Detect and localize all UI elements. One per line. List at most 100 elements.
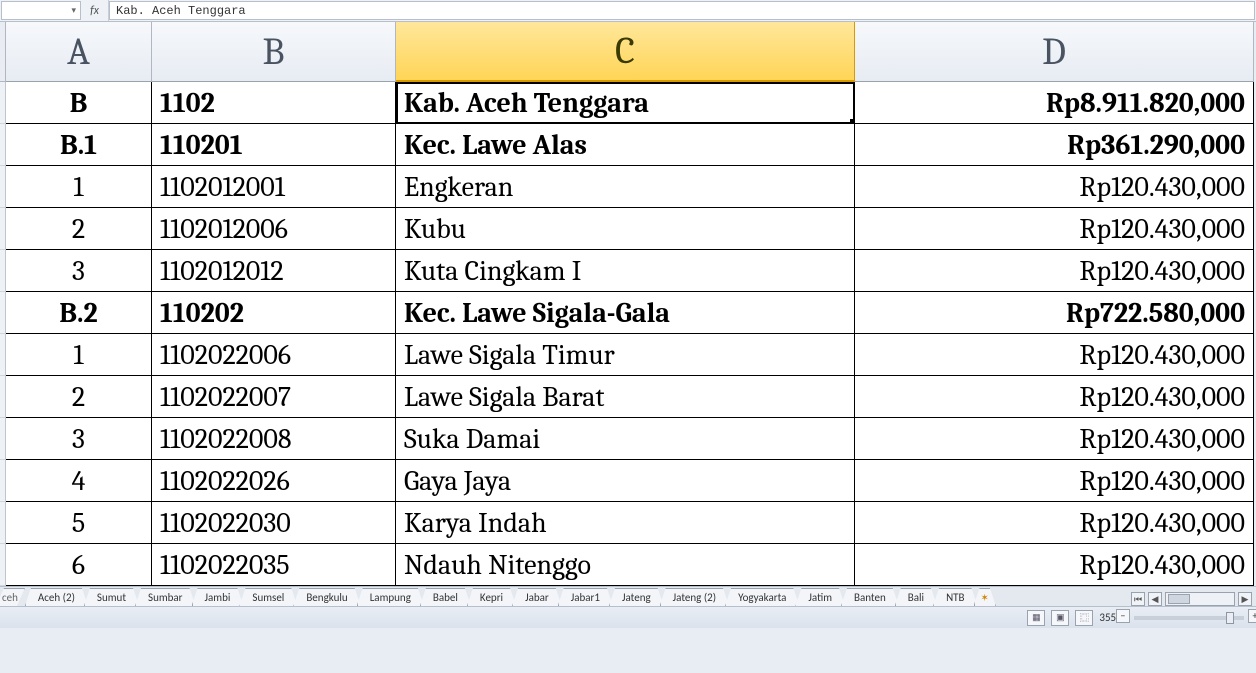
cell[interactable]: 1102012012 (152, 250, 396, 292)
sheet-tab[interactable]: Bengkulu (293, 588, 360, 606)
sheet-tab[interactable]: NTB (933, 588, 977, 606)
status-bar: ▦ ▣ ⿴ 355% − + (0, 606, 1256, 628)
cell[interactable]: Rp120.430,000 (855, 376, 1254, 418)
table-row: B.1110201Kec. Lawe AlasRp361.290,000 (0, 124, 1256, 166)
view-normal-icon[interactable]: ▦ (1027, 610, 1045, 626)
column-header-B[interactable]: B (152, 22, 396, 82)
formula-bar: ▾ fx Kab. Aceh Tenggara (0, 0, 1256, 22)
spreadsheet-grid: A B C D B1102Kab. Aceh TenggaraRp8.911.8… (0, 22, 1256, 586)
column-header-A[interactable]: A (6, 22, 152, 82)
sheet-tab[interactable]: Kepri (467, 588, 516, 606)
table-row: 41102022026Gaya JayaRp120.430,000 (0, 460, 1256, 502)
sheet-tab[interactable]: Sumut (84, 588, 139, 606)
cell[interactable]: 110202 (152, 292, 396, 334)
zoom-in-button[interactable]: + (1248, 609, 1256, 623)
cell[interactable]: Rp120.430,000 (855, 208, 1254, 250)
formula-input[interactable]: Kab. Aceh Tenggara (109, 1, 1255, 20)
sheet-tab[interactable]: Bali (895, 588, 937, 606)
sheet-tab[interactable]: Babel (420, 588, 471, 606)
sheet-tab[interactable]: Banten (841, 588, 899, 606)
sheet-tab[interactable]: Lampung (357, 588, 424, 606)
tab-scroll-next-icon[interactable]: ▶ (1238, 592, 1252, 606)
zoom-knob[interactable] (1226, 612, 1234, 624)
cell[interactable]: Engkeran (396, 166, 855, 208)
sheet-tab[interactable]: Jatim (795, 588, 845, 606)
cell[interactable]: 1102022006 (152, 334, 396, 376)
cell[interactable]: 4 (6, 460, 152, 502)
cell[interactable]: Rp120.430,000 (855, 544, 1254, 586)
cell[interactable]: Kec. Lawe Alas (396, 124, 855, 166)
cell[interactable]: Lawe Sigala Timur (396, 334, 855, 376)
scroll-thumb[interactable] (1168, 594, 1190, 604)
cell[interactable]: Gaya Jaya (396, 460, 855, 502)
cell[interactable]: 1102022026 (152, 460, 396, 502)
cell[interactable]: 1102022008 (152, 418, 396, 460)
cell[interactable]: 1102012001 (152, 166, 396, 208)
horizontal-scrollbar[interactable] (1165, 592, 1235, 606)
table-row: 11102022006Lawe Sigala TimurRp120.430,00… (0, 334, 1256, 376)
cell[interactable]: Rp120.430,000 (855, 418, 1254, 460)
zoom-slider[interactable]: − + (1134, 616, 1244, 620)
table-row: 31102022008Suka DamaiRp120.430,000 (0, 418, 1256, 460)
cell[interactable]: 1 (6, 166, 152, 208)
cell[interactable]: 1 (6, 334, 152, 376)
cell[interactable]: Rp120.430,000 (855, 502, 1254, 544)
cell[interactable]: 3 (6, 418, 152, 460)
cell[interactable]: 1102022030 (152, 502, 396, 544)
cell[interactable]: B.1 (6, 124, 152, 166)
sheet-tab[interactable]: Jateng (2) (660, 588, 729, 606)
fx-icon[interactable]: fx (81, 0, 109, 21)
new-sheet-icon: ✶ (981, 591, 989, 604)
column-header-D[interactable]: D (855, 22, 1254, 82)
tab-scroll-prev-icon[interactable]: ◀ (1148, 592, 1162, 606)
zoom-out-button[interactable]: − (1116, 609, 1130, 623)
sheet-tab[interactable]: Sumbar (135, 588, 196, 606)
cell[interactable]: Suka Damai (396, 418, 855, 460)
sheet-tab-cut[interactable]: ceh (0, 588, 25, 606)
cell[interactable]: Rp722.580,000 (855, 292, 1254, 334)
sheet-tab[interactable]: Jabar (512, 588, 562, 606)
cell[interactable]: Rp120.430,000 (855, 460, 1254, 502)
sheet-tab[interactable]: Jateng (609, 588, 664, 606)
cell[interactable]: Kuta Cingkam I (396, 250, 855, 292)
cell[interactable]: 1102 (152, 82, 396, 124)
table-row: 11102012001EngkeranRp120.430,000 (0, 166, 1256, 208)
cell[interactable]: Kec. Lawe Sigala-Gala (396, 292, 855, 334)
sheet-tab[interactable]: Jambi (192, 588, 244, 606)
cell[interactable]: 3 (6, 250, 152, 292)
view-page-layout-icon[interactable]: ▣ (1051, 610, 1069, 626)
cell[interactable]: Karya Indah (396, 502, 855, 544)
cell[interactable]: B.2 (6, 292, 152, 334)
table-row: 31102012012Kuta Cingkam IRp120.430,000 (0, 250, 1256, 292)
cell[interactable]: B (6, 82, 152, 124)
cell[interactable]: 2 (6, 208, 152, 250)
tab-scroll-first-icon[interactable]: ⏮ (1131, 592, 1145, 606)
view-page-break-icon[interactable]: ⿴ (1075, 610, 1093, 626)
cell[interactable]: Rp361.290,000 (855, 124, 1254, 166)
sheet-tab[interactable]: Sumsel (239, 588, 297, 606)
cell[interactable]: Rp120.430,000 (855, 166, 1254, 208)
cell[interactable]: 6 (6, 544, 152, 586)
cell[interactable]: Lawe Sigala Barat (396, 376, 855, 418)
cell[interactable]: 110201 (152, 124, 396, 166)
cell[interactable]: 5 (6, 502, 152, 544)
cell[interactable]: Rp120.430,000 (855, 250, 1254, 292)
name-box-dropdown-icon[interactable]: ▾ (71, 5, 76, 16)
cell[interactable]: Rp8.911.820,000 (855, 82, 1254, 124)
sheet-tab[interactable]: Aceh (2) (25, 588, 88, 606)
column-header-row: A B C D (0, 22, 1256, 82)
cell[interactable]: 1102022035 (152, 544, 396, 586)
cell[interactable]: Kubu (396, 208, 855, 250)
sheet-tab[interactable]: Jabar1 (558, 588, 613, 606)
column-header-C[interactable]: C (396, 22, 855, 82)
cell[interactable]: Ndauh Nitenggo (396, 544, 855, 586)
cell[interactable]: Rp120.430,000 (855, 334, 1254, 376)
cell[interactable]: Kab. Aceh Tenggara (396, 82, 855, 124)
name-box[interactable]: ▾ (1, 1, 81, 20)
cell[interactable]: 2 (6, 376, 152, 418)
cell[interactable]: 1102022007 (152, 376, 396, 418)
table-row: 21102012006KubuRp120.430,000 (0, 208, 1256, 250)
cell[interactable]: 1102012006 (152, 208, 396, 250)
sheet-tab[interactable]: Yogyakarta (725, 588, 799, 606)
table-row: 21102022007Lawe Sigala BaratRp120.430,00… (0, 376, 1256, 418)
